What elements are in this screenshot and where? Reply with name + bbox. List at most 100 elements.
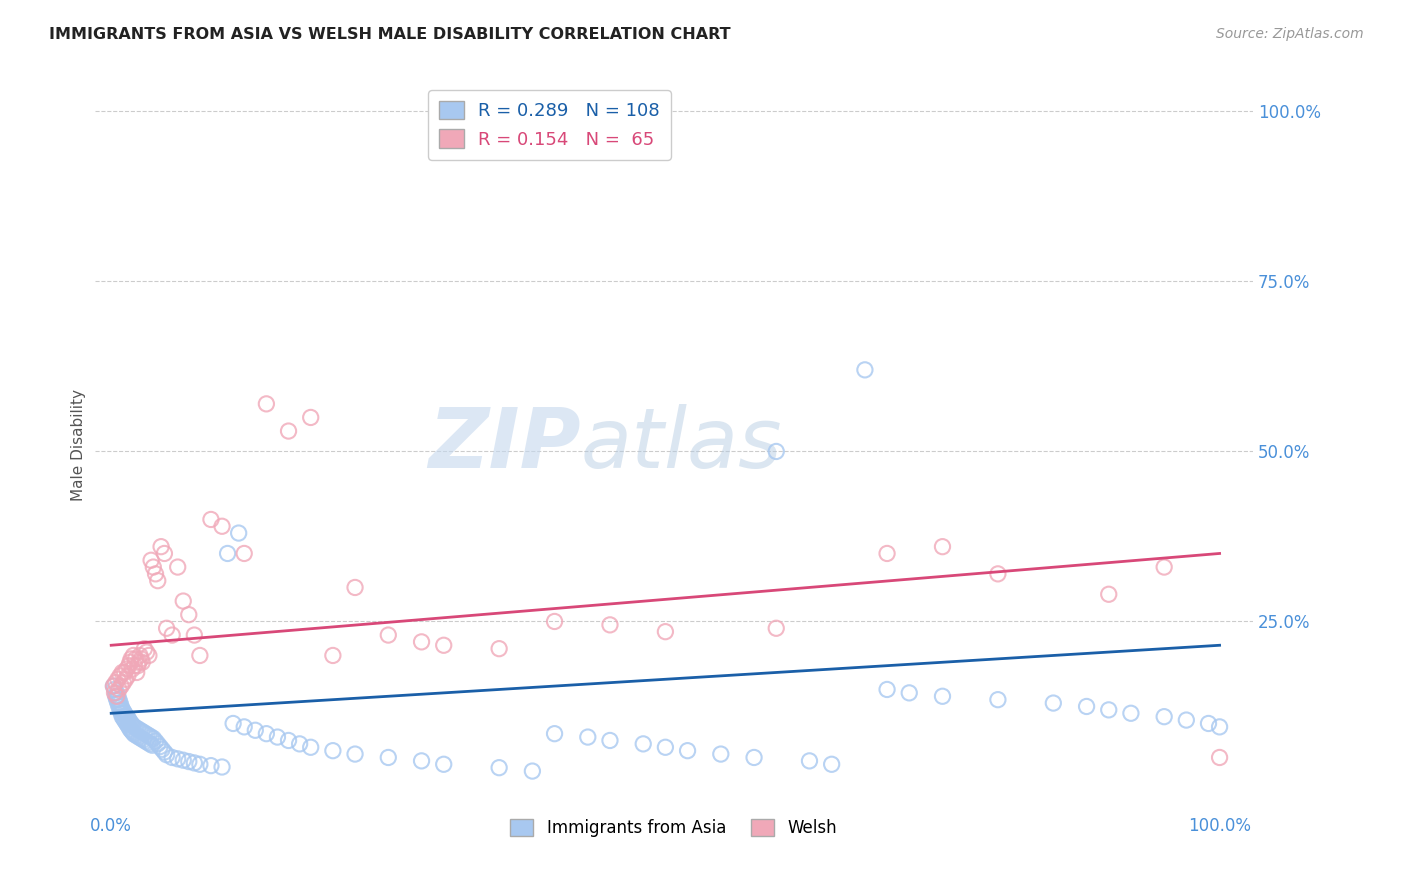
Point <box>107 696 129 710</box>
Point <box>1198 716 1220 731</box>
Point <box>112 711 135 725</box>
Point <box>299 740 322 755</box>
Point <box>124 658 146 673</box>
Point <box>377 628 399 642</box>
Point <box>108 692 131 706</box>
Point <box>217 546 239 560</box>
Point <box>377 750 399 764</box>
Point <box>222 716 245 731</box>
Point <box>145 734 167 748</box>
Point <box>131 724 153 739</box>
Point <box>211 760 233 774</box>
Point <box>166 560 188 574</box>
Point <box>111 703 134 717</box>
Point <box>177 755 200 769</box>
Point <box>122 719 145 733</box>
Point <box>125 665 148 680</box>
Point <box>710 747 733 761</box>
Point <box>160 628 183 642</box>
Point <box>121 724 143 739</box>
Point <box>108 696 131 710</box>
Point <box>117 711 139 725</box>
Point <box>124 652 146 666</box>
Point <box>411 754 433 768</box>
Point <box>411 635 433 649</box>
Point <box>799 754 821 768</box>
Point <box>200 512 222 526</box>
Point <box>299 410 322 425</box>
Point <box>111 665 134 680</box>
Point <box>1208 750 1230 764</box>
Point <box>117 718 139 732</box>
Point <box>266 730 288 744</box>
Y-axis label: Male Disability: Male Disability <box>72 389 86 500</box>
Point <box>132 732 155 747</box>
Point <box>211 519 233 533</box>
Point <box>114 706 136 721</box>
Point <box>177 607 200 622</box>
Point <box>188 757 211 772</box>
Point <box>134 641 156 656</box>
Point <box>1208 720 1230 734</box>
Point <box>188 648 211 663</box>
Point <box>118 715 141 730</box>
Point <box>105 692 128 706</box>
Point <box>104 675 127 690</box>
Point <box>931 540 953 554</box>
Point <box>1175 713 1198 727</box>
Point <box>876 546 898 560</box>
Point <box>150 742 173 756</box>
Point <box>105 686 128 700</box>
Point <box>108 699 131 714</box>
Point <box>115 709 138 723</box>
Point <box>149 739 172 754</box>
Point <box>103 679 125 693</box>
Point <box>117 669 139 683</box>
Point <box>987 692 1010 706</box>
Point <box>488 761 510 775</box>
Point <box>599 733 621 747</box>
Point <box>488 641 510 656</box>
Point <box>765 621 787 635</box>
Point <box>876 682 898 697</box>
Point <box>124 727 146 741</box>
Point <box>160 750 183 764</box>
Point <box>821 757 844 772</box>
Point <box>125 729 148 743</box>
Point <box>115 662 138 676</box>
Point <box>112 704 135 718</box>
Legend: Immigrants from Asia, Welsh: Immigrants from Asia, Welsh <box>503 813 844 844</box>
Point <box>128 730 150 744</box>
Point <box>576 730 599 744</box>
Point <box>543 727 565 741</box>
Point <box>166 752 188 766</box>
Point <box>120 716 142 731</box>
Point <box>118 713 141 727</box>
Point <box>122 726 145 740</box>
Point <box>322 648 344 663</box>
Point <box>676 744 699 758</box>
Point <box>742 750 765 764</box>
Point <box>245 723 267 738</box>
Point <box>118 720 141 734</box>
Point <box>105 690 128 704</box>
Point <box>156 621 179 635</box>
Point <box>107 690 129 704</box>
Point <box>128 655 150 669</box>
Point <box>118 658 141 673</box>
Point <box>118 655 141 669</box>
Point <box>139 737 162 751</box>
Point <box>120 723 142 738</box>
Point <box>543 615 565 629</box>
Point <box>1042 696 1064 710</box>
Point <box>135 727 157 741</box>
Point <box>138 648 160 663</box>
Text: atlas: atlas <box>581 404 783 485</box>
Point <box>233 720 256 734</box>
Point <box>136 735 159 749</box>
Point <box>254 397 277 411</box>
Point <box>153 546 176 560</box>
Point <box>107 673 129 687</box>
Point <box>110 706 132 721</box>
Text: IMMIGRANTS FROM ASIA VS WELSH MALE DISABILITY CORRELATION CHART: IMMIGRANTS FROM ASIA VS WELSH MALE DISAB… <box>49 27 731 42</box>
